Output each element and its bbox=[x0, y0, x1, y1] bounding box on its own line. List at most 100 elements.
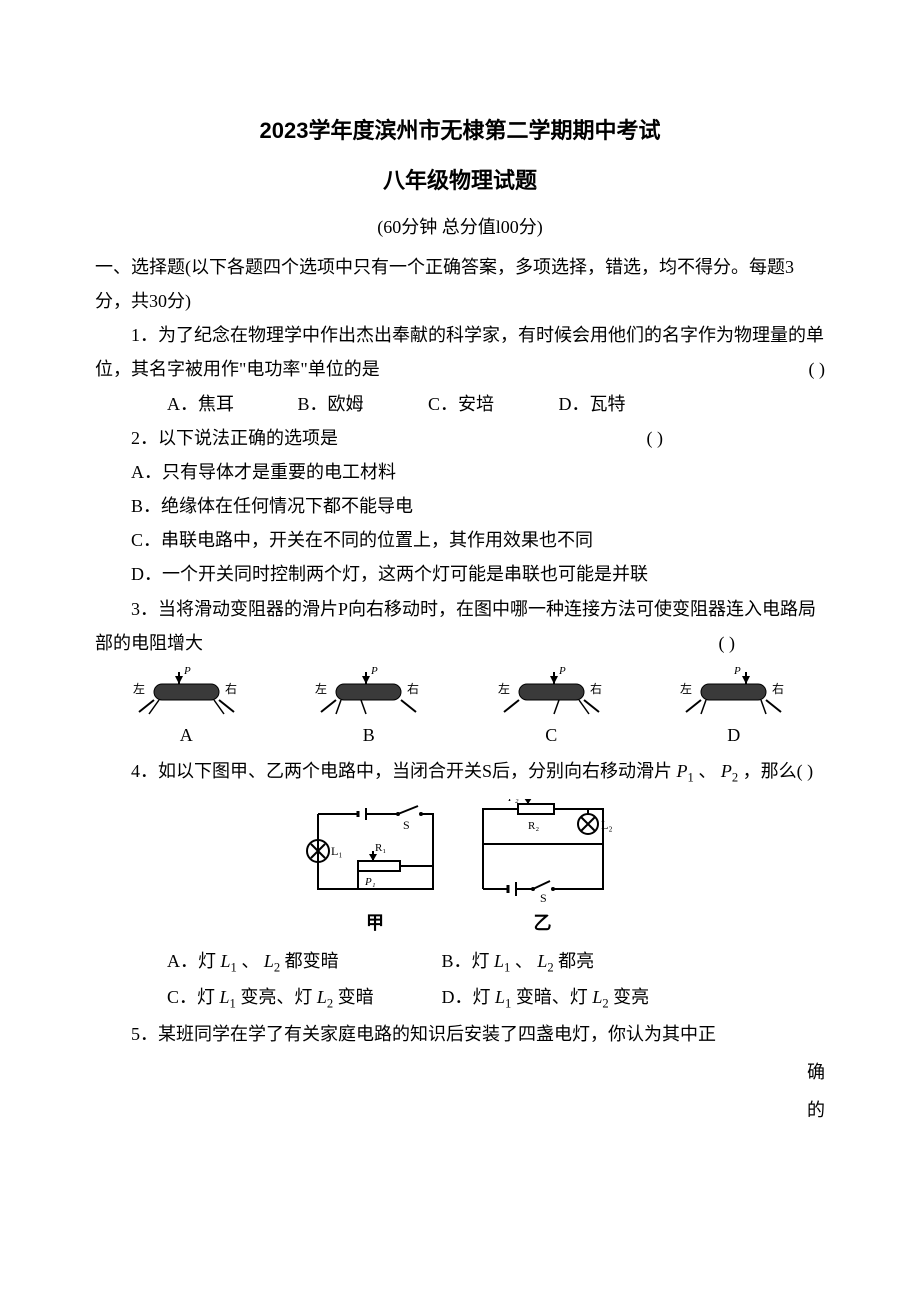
circuit-yi: P₂ R₂ L₂ S bbox=[468, 799, 618, 940]
rheostat-b-label: B bbox=[363, 718, 375, 752]
q4-p1-sub: 1 bbox=[688, 771, 694, 785]
q4-d-L1: L bbox=[495, 987, 505, 1007]
q2-opt-b: B．绝缘体在任何情况下都不能导电 bbox=[95, 489, 825, 523]
svg-text:右: 右 bbox=[772, 681, 784, 696]
q4-c-L1: L bbox=[220, 987, 230, 1007]
q1-options: A．焦耳 B．欧姆 C．安培 D．瓦特 bbox=[95, 387, 825, 421]
q4-c-post: 变暗 bbox=[338, 987, 374, 1007]
q4-b-pre: B．灯 bbox=[442, 951, 490, 971]
svg-text:右: 右 bbox=[590, 681, 602, 696]
q5-trail-2: 的 bbox=[95, 1093, 825, 1127]
q3-stem: 3．当将滑动变阻器的滑片P向右移动时，在图中哪一种连接方法可使变阻器连入电路局部… bbox=[95, 592, 825, 660]
q4-a-L2: L bbox=[264, 951, 274, 971]
svg-text:P: P bbox=[183, 666, 191, 677]
svg-text:L₁: L₁ bbox=[331, 844, 343, 858]
q4-b-L1: L bbox=[494, 951, 504, 971]
q4-d-L1s: 1 bbox=[505, 997, 511, 1011]
q4-b-L2: L bbox=[537, 951, 547, 971]
svg-text:R₂: R₂ bbox=[528, 820, 539, 832]
rheostat-row: P 左 右 A P 左 右 B bbox=[95, 666, 825, 752]
rheostat-d-svg: P 左 右 bbox=[676, 666, 791, 716]
rheostat-b: P 左 右 B bbox=[311, 666, 426, 752]
rheostat-c-label: C bbox=[545, 718, 557, 752]
rheostat-c: P 左 右 C bbox=[494, 666, 609, 752]
q2-text: 2．以下说法正确的选项是 bbox=[131, 428, 338, 448]
svg-text:右: 右 bbox=[225, 681, 237, 696]
svg-text:P₂: P₂ bbox=[507, 799, 519, 804]
q4-d-pre: D．灯 bbox=[442, 987, 491, 1007]
circuit-yi-svg: P₂ R₂ L₂ S bbox=[468, 799, 618, 904]
rheostat-d-label: D bbox=[727, 718, 740, 752]
q4-d-L2s: 2 bbox=[602, 997, 608, 1011]
q4-c-L1s: 1 bbox=[230, 997, 236, 1011]
circuit-jia: S L₁ R₁ P₁ 甲 bbox=[303, 799, 448, 940]
q4-c-mid: 变亮、灯 bbox=[240, 987, 312, 1007]
title-main: 2023学年度滨州市无棣第二学期期中考试 bbox=[95, 110, 825, 152]
q4-a-L1s: 1 bbox=[231, 961, 237, 975]
q5-trail-1: 确 bbox=[95, 1055, 825, 1089]
q4-b-sep: 、 bbox=[515, 951, 533, 971]
q4-sep1: 、 bbox=[698, 761, 716, 781]
q4-c-L2s: 2 bbox=[327, 997, 333, 1011]
circuit-jia-svg: S L₁ R₁ P₁ bbox=[303, 799, 448, 904]
q4-d-mid: 变暗、灯 bbox=[516, 987, 588, 1007]
q1-opt-a: A．焦耳 bbox=[131, 387, 257, 421]
svg-text:P: P bbox=[370, 666, 378, 677]
svg-text:P₁: P₁ bbox=[364, 876, 376, 888]
circuit-row: S L₁ R₁ P₁ 甲 bbox=[95, 799, 825, 940]
q5-stem: 5．某班同学在学了有关家庭电路的知识后安装了四盏电灯，你认为其中正 bbox=[95, 1017, 825, 1051]
q4-a-L1: L bbox=[221, 951, 231, 971]
q1-opt-d: D．瓦特 bbox=[523, 387, 649, 421]
rheostat-d: P 左 右 D bbox=[676, 666, 791, 752]
q4-c-pre: C．灯 bbox=[167, 987, 215, 1007]
q4-p1: P bbox=[677, 761, 688, 781]
rheostat-c-svg: P 左 右 bbox=[494, 666, 609, 716]
rheostat-b-svg: P 左 右 bbox=[311, 666, 426, 716]
q4-opts-line2: C．灯 L1 变亮、灯 L2 变暗 D．灯 L1 变暗、灯 L2 变亮 bbox=[95, 980, 825, 1017]
q4-b-L2s: 2 bbox=[547, 961, 553, 975]
svg-text:左: 左 bbox=[315, 681, 327, 696]
title-meta: (60分钟 总分值l00分) bbox=[95, 210, 825, 244]
q2-opt-c: C．串联电路中，开关在不同的位置上，其作用效果也不同 bbox=[95, 523, 825, 557]
q4-a-pre: A．灯 bbox=[167, 951, 216, 971]
svg-text:P: P bbox=[558, 666, 566, 677]
svg-text:左: 左 bbox=[133, 681, 145, 696]
q4-d-L2: L bbox=[592, 987, 602, 1007]
q4-opts-line1: A．灯 L1 、 L2 都变暗 B．灯 L1 、 L2 都亮 bbox=[95, 944, 825, 981]
circuit-yi-label: 乙 bbox=[534, 906, 552, 940]
q1-opt-b: B．欧姆 bbox=[262, 387, 388, 421]
q2-stem: 2．以下说法正确的选项是 ( ) bbox=[95, 421, 825, 455]
svg-text:S: S bbox=[540, 891, 547, 904]
q2-paren: ( ) bbox=[611, 421, 664, 455]
section-header: 一、选择题(以下各题四个选项中只有一个正确答案，多项选择，错选，均不得分。每题3… bbox=[95, 250, 825, 318]
svg-text:左: 左 bbox=[680, 681, 692, 696]
q4-post: ，那么( ) bbox=[743, 761, 814, 781]
q4-a-L2s: 2 bbox=[274, 961, 280, 975]
q2-opt-d: D．一个开关同时控制两个灯，这两个灯可能是串联也可能是并联 bbox=[95, 557, 825, 591]
rheostat-a: P 左 右 A bbox=[129, 666, 244, 752]
svg-text:右: 右 bbox=[407, 681, 419, 696]
svg-text:S: S bbox=[403, 818, 410, 832]
q2-opt-a: A．只有导体才是重要的电工材料 bbox=[95, 455, 825, 489]
q4-b-post: 都亮 bbox=[558, 951, 594, 971]
q4-d-post: 变亮 bbox=[613, 987, 649, 1007]
q4-p2: P bbox=[721, 761, 732, 781]
rheostat-a-label: A bbox=[180, 718, 193, 752]
q4-c-L2: L bbox=[317, 987, 327, 1007]
title-sub: 八年级物理试题 bbox=[95, 160, 825, 202]
svg-text:R₁: R₁ bbox=[375, 842, 386, 854]
q4-b-L1s: 1 bbox=[504, 961, 510, 975]
q3-paren: ( ) bbox=[683, 626, 736, 660]
q1-opt-c: C．安培 bbox=[392, 387, 518, 421]
q4-a-sep: 、 bbox=[241, 951, 259, 971]
q4-options: A．灯 L1 、 L2 都变暗 B．灯 L1 、 L2 都亮 C．灯 L1 变亮… bbox=[95, 944, 825, 1017]
q1-paren: ( ) bbox=[773, 352, 826, 386]
rheostat-a-svg: P 左 右 bbox=[129, 666, 244, 716]
q4-p2-sub: 2 bbox=[732, 771, 738, 785]
q1-text: 1．为了纪念在物理学中作出杰出奉献的科学家，有时候会用他们的名字作为物理量的单位… bbox=[95, 325, 824, 379]
svg-text:P: P bbox=[733, 666, 741, 677]
q4-a-post: 都变暗 bbox=[285, 951, 339, 971]
q4-pre: 4．如以下图甲、乙两个电路中，当闭合开关S后，分别向右移动滑片 bbox=[131, 761, 672, 781]
svg-text:左: 左 bbox=[498, 681, 510, 696]
circuit-jia-label: 甲 bbox=[366, 906, 384, 940]
